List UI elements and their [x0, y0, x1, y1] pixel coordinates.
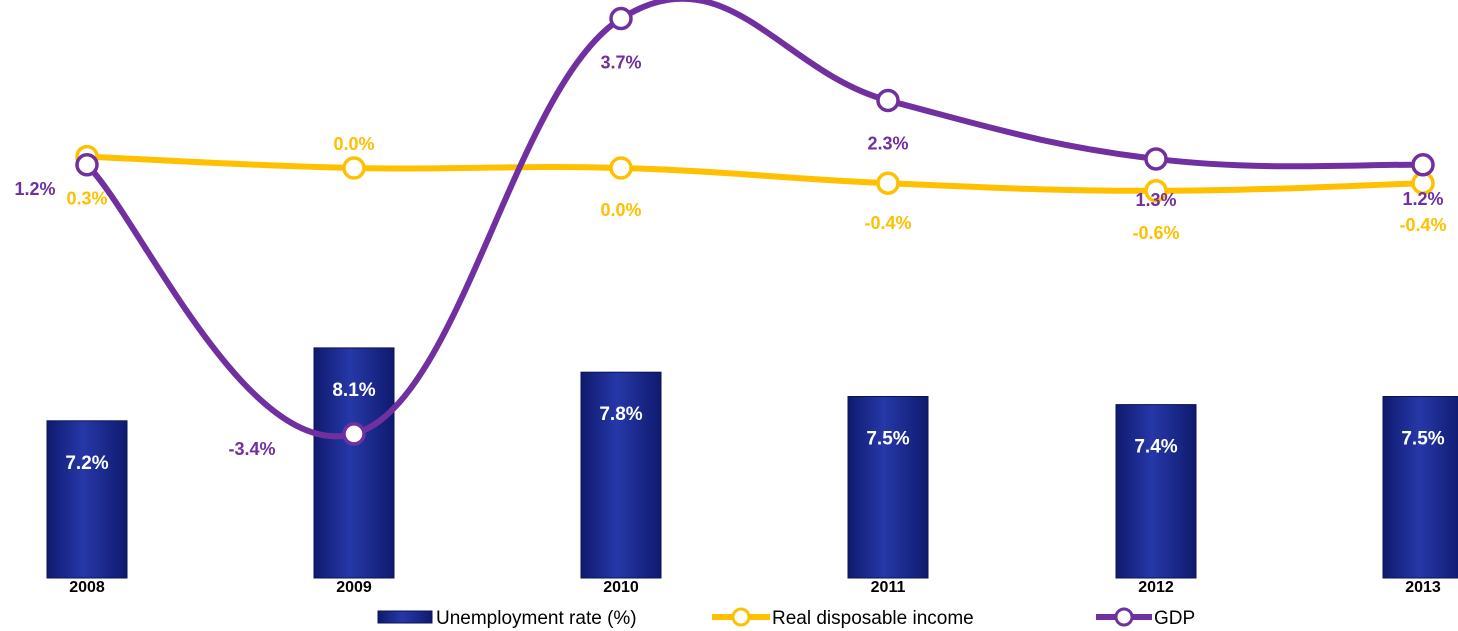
x-tick-2013: 2013 — [1405, 579, 1441, 596]
gdp-label-2010: 3.7% — [600, 53, 641, 73]
legend-swatch-income-marker — [731, 607, 751, 627]
x-tick-2011: 2011 — [871, 579, 906, 596]
unemployment-bars: 7.2% 8.1% 7.8% 7.5% 7.4% 7.5% — [46, 347, 1458, 579]
gdp-point-2009 — [342, 422, 366, 446]
x-tick-2009: 2009 — [336, 579, 372, 596]
gdp-point-2012 — [1144, 147, 1168, 171]
income-label-2011: -0.4% — [864, 213, 911, 233]
gdp-point-2013 — [1411, 153, 1435, 177]
legend-label-gdp: GDP — [1154, 608, 1195, 629]
unemployment-bar-2011 — [847, 396, 929, 579]
legend: Unemployment rate (%) Real disposable inc… — [377, 607, 1195, 629]
income-label-2012: -0.6% — [1132, 223, 1179, 243]
unemployment-label-2010: 7.8% — [599, 404, 642, 425]
x-tick-2008: 2008 — [69, 579, 105, 596]
income-label-2009: 0.0% — [333, 134, 374, 154]
income-point-2012 — [1144, 179, 1168, 203]
unemployment-label-2011: 7.5% — [866, 429, 909, 450]
line-series: 0.3% 0.0% 0.0% -0.4% -0.6% -0.4% 1.2% -3.4% 3.7%… — [14, 0, 1447, 459]
gdp-label-2009: -3.4% — [228, 439, 275, 459]
unemployment-bar-2012 — [1115, 404, 1197, 579]
legend-swatch-unemployment — [377, 610, 433, 624]
income-label-2010: 0.0% — [600, 200, 641, 220]
income-point-2010 — [609, 156, 633, 180]
legend-label-income: Real disposable income — [772, 608, 974, 629]
unemployment-label-2012: 7.4% — [1134, 437, 1177, 458]
unemployment-bar-2008 — [46, 420, 128, 579]
gdp-point-2010 — [609, 6, 633, 31]
income-label-2013: -0.4% — [1399, 215, 1446, 235]
legend-swatch-gdp-marker — [1114, 607, 1134, 627]
x-axis-labels: 2008 2009 2010 2011 2012 2013 — [69, 579, 1441, 596]
unemployment-label-2008: 7.2% — [65, 453, 108, 474]
gdp-line — [84, 0, 1426, 440]
income-point-2011 — [876, 171, 900, 195]
unemployment-bar-2013 — [1382, 396, 1458, 579]
unemployment-label-2013: 7.5% — [1401, 429, 1444, 450]
gdp-label-2012: 1.3% — [1135, 190, 1176, 210]
gdp-point-2008 — [75, 153, 99, 177]
income-point-2009 — [342, 156, 366, 180]
gdp-label-2008: 1.2% — [14, 179, 55, 199]
unemployment-bar-2009 — [313, 347, 395, 579]
legend-label-unemployment: Unemployment rate (%) — [436, 608, 637, 629]
gdp-point-2011 — [876, 88, 900, 113]
gdp-label-2013: 1.2% — [1402, 189, 1443, 209]
gdp-label-2011: 2.3% — [867, 133, 908, 153]
x-tick-2012: 2012 — [1138, 579, 1174, 596]
income-line — [84, 153, 1426, 194]
unemployment-label-2009: 8.1% — [332, 380, 375, 401]
unemployment-bar-2010 — [580, 371, 662, 579]
x-tick-2010: 2010 — [603, 579, 639, 596]
income-label-2008: 0.3% — [66, 189, 107, 209]
